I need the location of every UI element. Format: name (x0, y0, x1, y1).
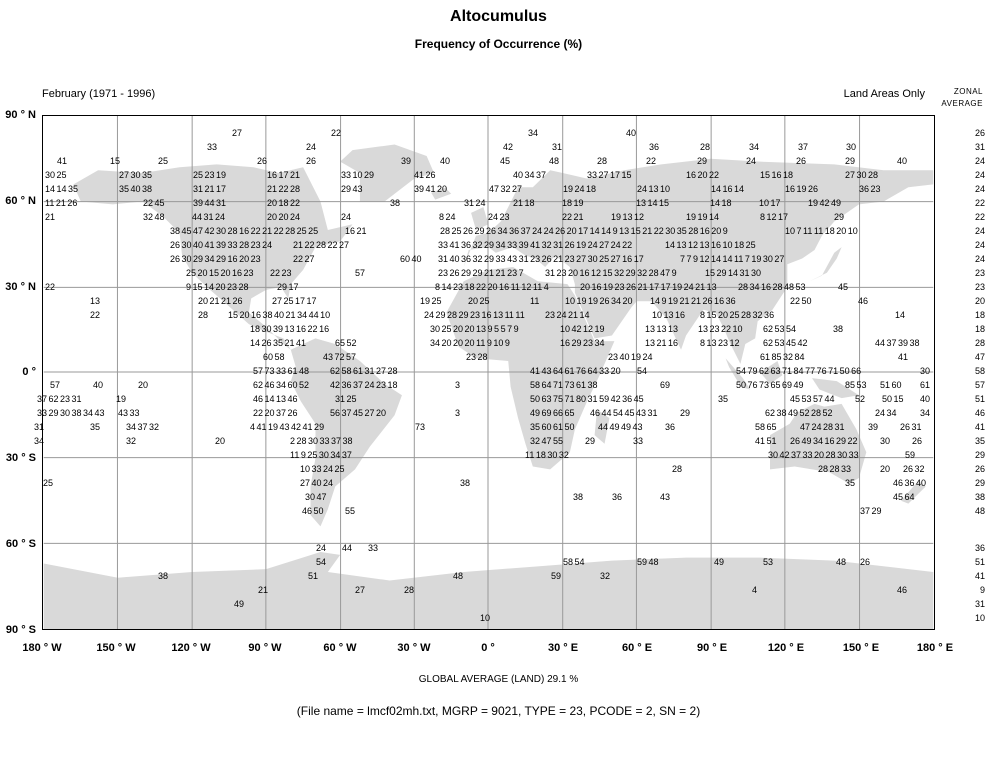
zonal-average-value: 24 (974, 170, 985, 180)
continent-greenland (340, 144, 435, 202)
island-new-guinea (812, 378, 859, 399)
zonal-average-value: 31 (974, 142, 985, 152)
coverage-label: Land Areas Only (843, 88, 925, 100)
latitude-tick-label: 30 ° N (5, 281, 36, 293)
latitude-tick-label: 90 ° S (5, 624, 36, 636)
zonal-average-value: 24 (974, 156, 985, 166)
zonal-average-value: 38 (974, 492, 985, 502)
latitude-tick-label: 0 ° (22, 366, 36, 378)
zonal-average-value: 22 (974, 212, 985, 222)
island-britain (471, 207, 489, 230)
chart-title: Altocumulus (450, 8, 547, 25)
zonal-average-value: 23 (974, 282, 985, 292)
latitude-tick-label: 60 ° N (5, 195, 36, 207)
longitude-tick-label: 120 ° E (767, 642, 805, 654)
island-sumatra (725, 358, 751, 390)
zonal-average-value: 29 (974, 450, 985, 460)
continent-australia (770, 403, 867, 484)
zonal-average-value: 31 (974, 599, 985, 609)
longitude-tick-label: 180 ° E (916, 642, 954, 654)
zonal-average-value: 41 (974, 571, 985, 581)
continent-north-america (73, 164, 353, 350)
continent-south-america (290, 338, 402, 527)
longitude-tick-label: 150 ° E (842, 642, 880, 654)
zonal-average-value: 35 (974, 436, 985, 446)
file-info-label: (File name = lmcf02mh.txt, MGRP = 9021, … (296, 704, 701, 718)
zonal-average-value: 51 (974, 394, 985, 404)
longitude-tick-label: 30 ° E (547, 642, 579, 654)
longitude-tick-label: 60 ° E (621, 642, 653, 654)
island-iceland (431, 187, 452, 200)
grid-lines (43, 116, 934, 629)
zonal-average-value: 24 (974, 184, 985, 194)
zonal-average-value: 20 (974, 296, 985, 306)
zonal-average-value: 51 (974, 557, 985, 567)
longitude-tick-label: 120 ° W (171, 642, 211, 654)
latitude-tick-label: 30 ° S (5, 452, 36, 464)
longitude-tick-label: 60 ° W (323, 642, 357, 654)
zonal-average-value: 24 (974, 226, 985, 236)
zonal-average-value: 18 (974, 310, 985, 320)
longitude-tick-label: 90 ° W (248, 642, 282, 654)
island-madagascar (594, 409, 610, 444)
map-plot-area (42, 115, 935, 630)
zonal-average-value: 9 (979, 585, 985, 595)
continent-eurasia (463, 158, 934, 364)
zonal-average-value: 29 (974, 478, 985, 488)
longitude-tick-label: 30 ° W (397, 642, 431, 654)
zonal-average-value: 22 (974, 198, 985, 208)
latitude-tick-label: 60 ° S (5, 538, 36, 550)
period-label: February (1971 - 1996) (42, 88, 156, 100)
island-new-zealand (900, 480, 926, 504)
world-map (43, 116, 934, 629)
zonal-average-value: 24 (974, 254, 985, 264)
latitude-tick-label: 90 ° N (5, 109, 36, 121)
longitude-tick-label: 0 ° (481, 642, 495, 654)
longitude-tick-label: 90 ° E (696, 642, 728, 654)
zonal-average-value: 24 (974, 240, 985, 250)
zonal-average-header: ZONAL AVERAGE (941, 86, 983, 110)
zonal-average-value: 23 (974, 268, 985, 278)
zonal-average-value: 18 (974, 324, 985, 334)
zonal-average-value: 57 (974, 380, 985, 390)
zonal-average-value: 26 (974, 128, 985, 138)
zonal-average-value: 58 (974, 366, 985, 376)
chart-subtitle: Frequency of Occurrence (%) (414, 37, 583, 51)
longitude-tick-label: 150 ° W (96, 642, 136, 654)
zonal-average-value: 47 (974, 352, 985, 362)
zonal-average-value: 26 (974, 464, 985, 474)
longitude-tick-label: 180 ° W (22, 642, 62, 654)
zonal-average-value: 28 (974, 338, 985, 348)
island-japan (809, 247, 842, 282)
zonal-header-line1: ZONAL (953, 87, 983, 96)
zonal-average-value: 36 (974, 543, 985, 553)
zonal-header-line2: AVERAGE (941, 99, 983, 108)
zonal-average-value: 46 (974, 408, 985, 418)
zonal-average-value: 48 (974, 506, 985, 516)
zonal-average-value: 41 (974, 422, 985, 432)
global-average-label: GLOBAL AVERAGE (LAND) 29.1 % (418, 674, 579, 685)
zonal-average-value: 10 (974, 613, 985, 623)
